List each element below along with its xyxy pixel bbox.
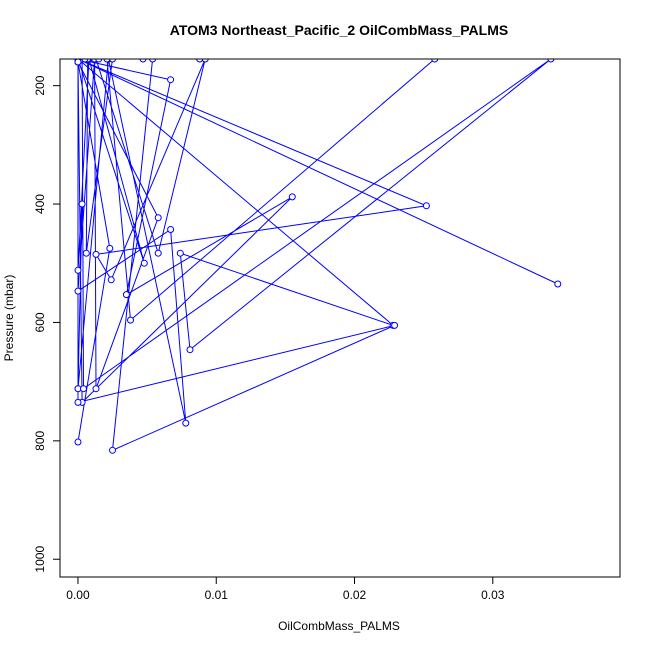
data-point	[167, 76, 175, 84]
data-point	[182, 419, 190, 427]
axis-ticks: 0.00 0.01 0.02 0.03 200 400 600 800 1000	[33, 75, 505, 602]
data-point	[82, 249, 90, 257]
y-tick-label: 200	[33, 75, 47, 95]
data-point	[127, 316, 134, 324]
data-point	[107, 276, 115, 284]
y-tick-label: 400	[33, 194, 47, 214]
data-point	[154, 214, 162, 222]
chart-title: ATOM3 Northeast_Pacific_2 OilCombMass_PA…	[170, 22, 508, 38]
y-tick-label: 1000	[33, 546, 47, 573]
y-tick-label: 800	[33, 431, 47, 451]
data-point	[109, 446, 116, 454]
data-point	[431, 59, 439, 63]
y-axis-label: Pressure (mbar)	[2, 275, 16, 362]
data-point	[139, 59, 147, 63]
x-tick-label: 0.03	[481, 588, 505, 602]
plot-area	[74, 59, 562, 454]
data-point	[109, 59, 116, 63]
data-point	[288, 193, 296, 201]
data-point	[81, 59, 89, 63]
x-axis-label: OilCombMass_PALMS	[278, 619, 400, 633]
data-point	[74, 398, 82, 406]
data-point	[154, 249, 162, 257]
data-point	[122, 291, 130, 299]
data-point	[196, 59, 204, 63]
data-point	[186, 346, 194, 354]
data-point	[176, 249, 184, 257]
data-point	[74, 266, 82, 274]
data-point	[201, 59, 209, 63]
data-point	[74, 438, 82, 446]
data-point	[92, 250, 100, 258]
plot-frame	[59, 58, 621, 578]
data-point	[391, 321, 399, 329]
data-point	[167, 226, 175, 233]
data-point	[95, 59, 103, 63]
x-tick-label: 0.01	[205, 588, 229, 602]
data-point	[140, 259, 148, 267]
data-point	[422, 202, 430, 210]
x-tick-label: 0.00	[66, 588, 90, 602]
data-point	[78, 200, 86, 208]
data-point	[554, 280, 562, 288]
data-point	[547, 59, 555, 63]
y-tick-label: 600	[33, 312, 47, 332]
data-point	[106, 244, 114, 252]
data-point	[74, 287, 82, 295]
data-point	[103, 59, 111, 63]
data-point	[80, 385, 87, 393]
data-point	[92, 385, 100, 393]
x-tick-label: 0.02	[343, 588, 367, 602]
data-point	[149, 59, 157, 63]
data-point	[74, 59, 82, 66]
